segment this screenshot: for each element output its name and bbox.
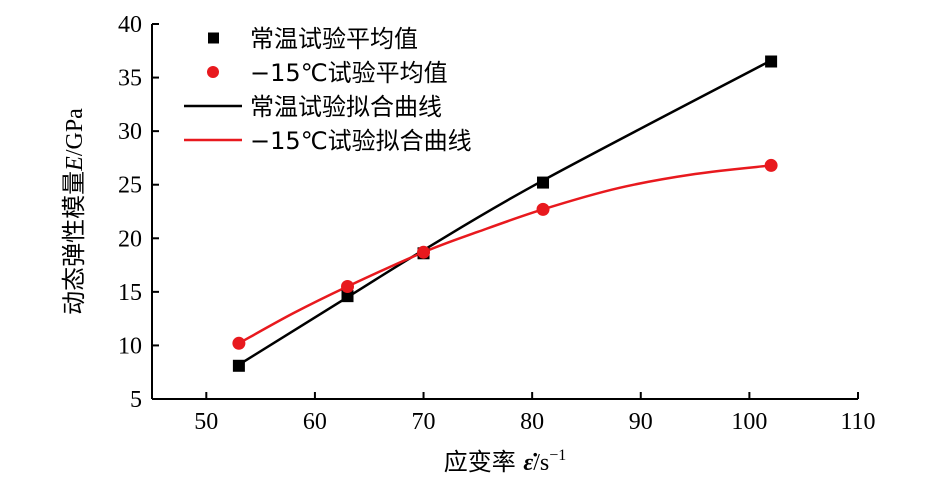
y-tick-label: 30 bbox=[118, 119, 142, 145]
data-point-square bbox=[341, 290, 354, 303]
data-point-circle bbox=[232, 336, 246, 350]
y-tick-label: 40 bbox=[118, 12, 142, 38]
x-tick-label: 110 bbox=[840, 409, 875, 435]
fit-line-1 bbox=[238, 164, 772, 345]
y-tick-label: 25 bbox=[118, 173, 142, 199]
y-tick-label: 5 bbox=[130, 387, 142, 413]
legend-label: 常温试验拟合曲线 bbox=[250, 93, 442, 121]
legend-label: −15℃试验拟合曲线 bbox=[250, 127, 472, 155]
fit-line-0 bbox=[238, 59, 772, 366]
data-point-circle bbox=[764, 158, 778, 172]
data-point-circle bbox=[417, 245, 431, 259]
data-point-circle bbox=[536, 202, 550, 216]
x-tick-label: 80 bbox=[520, 409, 544, 435]
x-axis-title-unit: /s bbox=[533, 450, 549, 476]
x-tick-label: 70 bbox=[412, 409, 436, 435]
y-axis-title-unit: /GPa bbox=[62, 108, 88, 156]
data-point-square bbox=[537, 176, 550, 189]
legend-square-marker bbox=[208, 32, 219, 44]
y-axis-title-prefix: 动态弹性模量 bbox=[60, 171, 88, 315]
series-layer bbox=[232, 55, 778, 372]
x-axis-title-prefix: 应变率 bbox=[444, 448, 524, 476]
legend-circle-marker bbox=[207, 66, 219, 78]
x-tick-label: 100 bbox=[731, 409, 767, 435]
x-tick-label: 60 bbox=[303, 409, 327, 435]
y-tick-label: 10 bbox=[118, 333, 142, 359]
y-axis-title-symbol: E bbox=[62, 156, 88, 172]
y-tick-label: 20 bbox=[118, 226, 142, 252]
data-point-circle bbox=[341, 280, 355, 293]
x-tick-label: 90 bbox=[629, 409, 653, 435]
x-axis-title-exponent: −1 bbox=[549, 447, 566, 464]
data-point-square bbox=[765, 55, 778, 68]
axes: 50 60 70 80 90 100 110 5 10 15 20 25 30 35 40 bbox=[118, 12, 876, 435]
data-point-square bbox=[232, 359, 245, 372]
legend-label: −15℃试验平均值 bbox=[250, 59, 448, 87]
legend-label: 常温试验平均值 bbox=[250, 25, 418, 53]
y-axis-title: 动态弹性模量E/GPa bbox=[60, 108, 88, 315]
x-axis-title: 应变率 ε̇/s−1 bbox=[444, 447, 567, 476]
y-tick-label: 35 bbox=[118, 66, 142, 92]
y-tick-label: 15 bbox=[118, 280, 142, 306]
x-tick-label: 50 bbox=[194, 409, 218, 435]
